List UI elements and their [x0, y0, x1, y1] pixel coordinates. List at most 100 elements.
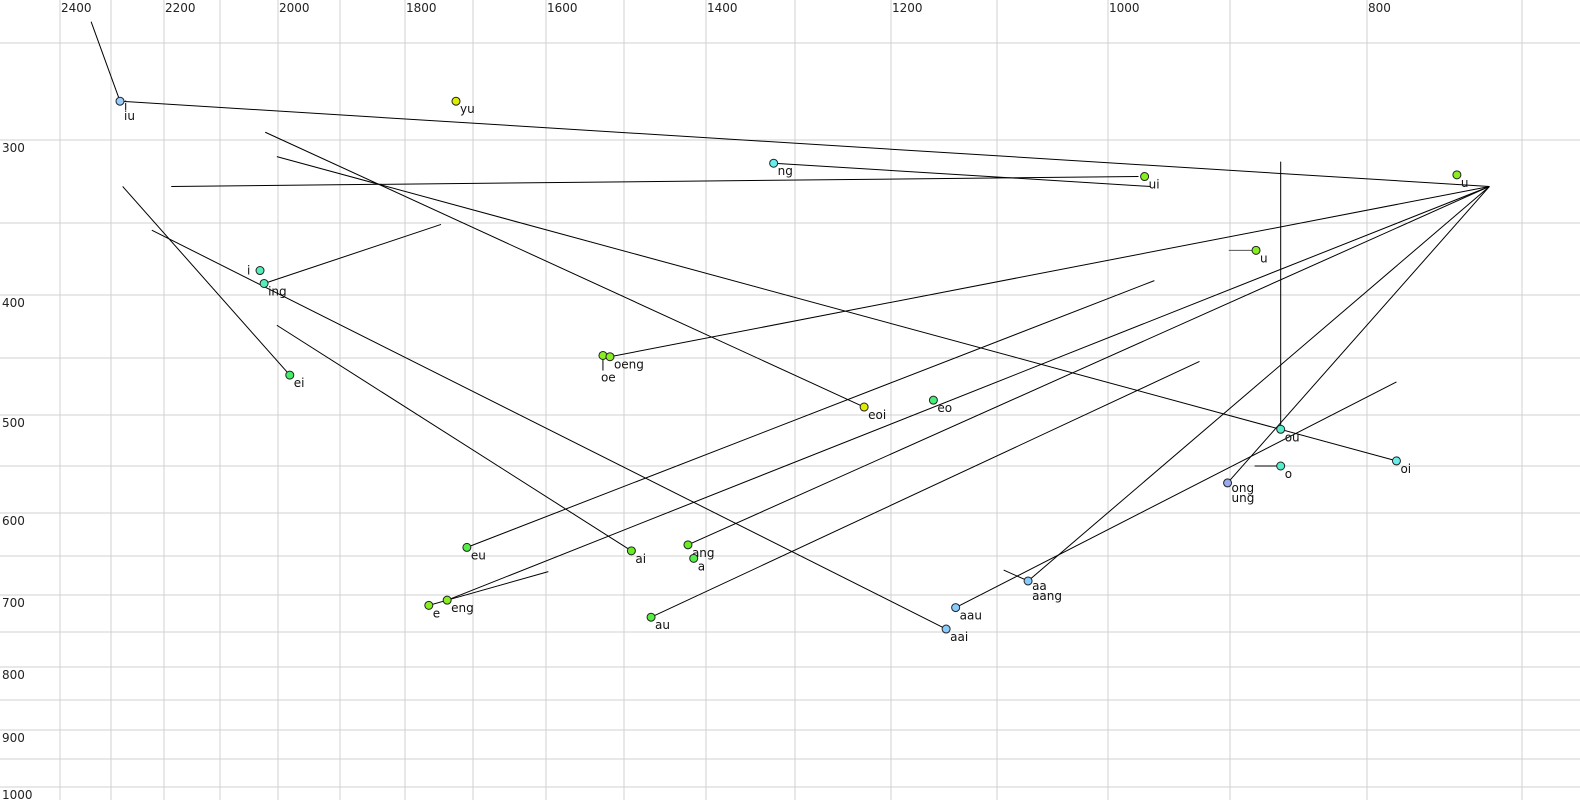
point-label: ung [1232, 491, 1255, 505]
point-marker [951, 603, 961, 613]
point-label: ai [635, 552, 646, 566]
x-tick-label: 1600 [547, 1, 578, 15]
point-marker [626, 546, 636, 556]
trajectory-line [171, 176, 1139, 187]
y-tick-label: 300 [2, 141, 25, 155]
vowel-point-ang: ang [683, 540, 715, 560]
trajectory-line [276, 156, 1397, 462]
point-marker [1023, 576, 1033, 586]
point-label: i [124, 99, 127, 113]
point-label: aai [950, 630, 968, 644]
point-marker [928, 395, 938, 405]
point-label: yu [460, 102, 475, 116]
trajectory-line [687, 186, 1490, 546]
trajectory-line [609, 185, 1490, 358]
vowel-point-oi: oi [1391, 456, 1411, 476]
trajectory-line [276, 324, 632, 552]
x-tick-label: 1400 [707, 1, 738, 15]
trajectory-line [466, 280, 1155, 548]
point-label: au [655, 618, 670, 632]
point-label: aa [1032, 579, 1047, 593]
y-tick-label: 1000 [2, 788, 33, 800]
point-marker [1276, 461, 1286, 471]
point-marker [1391, 456, 1401, 466]
point-marker [255, 266, 265, 276]
point-label: oi [1400, 462, 1411, 476]
point-marker [451, 96, 461, 106]
y-axis-ticks: 300 400 500 600 700 800 900 1000 [2, 141, 33, 800]
trajectory-line [90, 21, 121, 102]
trajectory-line [955, 381, 1397, 609]
trajectory-lines [90, 21, 1490, 630]
vowel-point-eng: eng [442, 595, 474, 615]
vowel-point-a: a [689, 553, 705, 573]
point-marker [285, 370, 295, 380]
x-tick-label: 1200 [892, 1, 923, 15]
point-marker [941, 624, 951, 634]
vowel-point-ing: ing [259, 278, 287, 298]
vowel-point-ou: ou [1276, 424, 1300, 444]
point-label: eo [937, 401, 952, 415]
x-tick-label: 2000 [279, 1, 310, 15]
point-marker [859, 402, 869, 412]
point-marker [462, 542, 472, 552]
y-tick-label: 800 [2, 668, 25, 682]
point-marker [646, 612, 656, 622]
point-label: oe [601, 370, 616, 384]
point-label: aang [1032, 589, 1062, 603]
vowel-point-eu: eu [462, 542, 486, 562]
x-tick-label: 1000 [1109, 1, 1140, 15]
point-label: e [433, 606, 440, 620]
y-tick-label: 700 [2, 596, 25, 610]
point-marker [683, 540, 693, 550]
point-marker [1223, 478, 1233, 488]
vowel-point-e: e [424, 600, 440, 620]
point-label: a [698, 559, 705, 573]
y-tick-label: 500 [2, 416, 25, 430]
x-tick-label: 2400 [61, 1, 92, 15]
point-label: ui [1149, 178, 1160, 192]
vowel-point-yu: yu [451, 96, 475, 116]
vowel-point-ng: ng [769, 158, 793, 178]
point-marker [424, 600, 434, 610]
point-label: eu [471, 548, 486, 562]
point-label: aau [960, 609, 982, 623]
vowel-point-eo: eo [928, 395, 952, 415]
point-label: ing [268, 284, 287, 298]
point-label: iu [124, 109, 135, 123]
vowel-point-ai: ai [626, 546, 646, 566]
trajectory-line [265, 131, 865, 408]
point-label: eoi [868, 408, 886, 422]
vowel-point-oeng: oeng [605, 352, 644, 372]
vowel-point-aai: aai [941, 624, 968, 644]
vowel-point-ui: ui [1140, 172, 1160, 192]
point-label: ong [1232, 481, 1255, 495]
point-marker [115, 96, 125, 106]
trajectory-line [650, 360, 1200, 618]
point-marker [442, 595, 452, 605]
trajectory-line [151, 229, 947, 630]
point-label: o [1285, 467, 1292, 481]
point-marker [689, 553, 699, 563]
trajectory-line [446, 186, 1490, 601]
point-label: ei [294, 376, 305, 390]
vowel-point-aau: aau [951, 603, 982, 623]
y-tick-label: 400 [2, 296, 25, 310]
x-tick-label: 1800 [406, 1, 437, 15]
vowel-point-au: au [646, 612, 670, 632]
point-label: ou [1285, 430, 1300, 444]
trajectory-line [1027, 186, 1490, 582]
y-tick-label: 900 [2, 731, 25, 745]
point-label: u [1260, 251, 1268, 265]
vowel-point-u: u [1251, 245, 1268, 265]
point-label: oeng [614, 358, 644, 372]
x-axis-ticks: 2400 2200 2000 1800 1600 1400 1200 1000 800 [61, 1, 1391, 15]
trajectory-line [1227, 186, 1490, 484]
point-marker [605, 352, 615, 362]
vowel-point-eoi: eoi [859, 402, 886, 422]
trajectory-line [773, 162, 1151, 187]
